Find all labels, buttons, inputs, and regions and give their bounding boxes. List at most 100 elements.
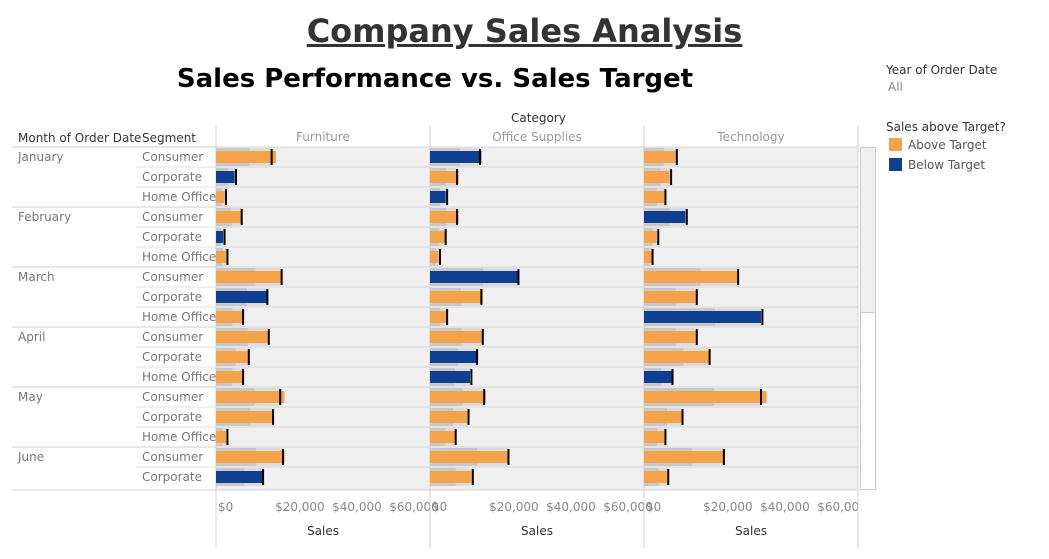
sales-bar [216,171,235,183]
sales-bar [644,371,673,383]
sales-bar [430,431,456,443]
sales-bar [430,251,439,263]
sales-bar [644,331,697,343]
segment-label: Home Office [142,250,216,264]
scrollbar-thumb[interactable] [861,148,875,313]
segment-label: Consumer [142,450,203,464]
sales-bar [216,371,244,383]
sales-bar [644,211,686,223]
legend-item-below-target[interactable]: Below Target [889,158,985,172]
month-label: April [18,330,45,344]
sales-bar [216,311,244,323]
x-tick-label: $60,000 [817,500,860,514]
panel-header-office-supplies[interactable]: Office Supplies [492,130,582,144]
sales-bar [430,151,482,163]
segment-label: Home Office [142,430,216,444]
segment-label: Corporate [142,230,202,244]
sales-bar [430,291,483,303]
month-label: January [17,150,64,164]
segment-label: Corporate [142,290,202,304]
segment-label: Corporate [142,470,202,484]
row-header-month[interactable]: Month of Order Date [18,131,142,145]
sales-bar [430,331,483,343]
sales-bar [216,231,224,243]
sales-bar [430,311,448,323]
sales-bar [644,351,710,363]
sales-bar [430,231,446,243]
x-tick-label: $20,000 [703,500,753,514]
month-label: May [18,390,43,404]
segment-label: Consumer [142,150,203,164]
sales-bar [216,331,269,343]
sales-bar [644,291,697,303]
vertical-scrollbar[interactable] [860,147,876,490]
sales-bar [216,391,285,403]
sales-bar [216,431,226,443]
sales-bar [644,431,664,443]
sales-bar [216,291,268,303]
x-tick-label: $40,000 [546,500,596,514]
sales-bar [430,211,459,223]
sales-bar [644,231,657,243]
sales-bar [644,411,683,423]
panel-header-technology[interactable]: Technology [717,130,785,144]
legend-title: Sales above Target? [886,120,1006,134]
x-axis-title-furniture: Sales [307,524,339,538]
x-tick-label: $40,000 [760,500,810,514]
month-label: June [17,450,44,464]
filter-value-dropdown[interactable]: All [888,80,903,94]
sales-bar [644,451,724,463]
month-label: March [18,270,55,284]
sales-bar [430,471,472,483]
segment-label: Consumer [142,390,203,404]
sales-bar [644,151,676,163]
legend-label-below: Below Target [908,158,986,172]
segment-label: Corporate [142,170,202,184]
segment-label: Home Office [142,310,216,324]
x-tick-label: $0 [218,500,233,514]
sales-bar [644,471,667,483]
x-tick-label: $60,000 [603,500,653,514]
segment-label: Consumer [142,210,203,224]
x-tick-label: $0 [646,500,661,514]
sales-bar [644,251,653,263]
sales-bar [644,391,767,403]
sales-bar [216,211,242,223]
sales-bar [430,391,486,403]
sales-bar [644,171,670,183]
row-header-segment[interactable]: Segment [142,131,196,145]
x-tick-label: $60,000 [389,500,439,514]
sales-bar [644,271,739,283]
filter-label: Year of Order Date [886,63,998,77]
panel-background [430,147,644,490]
segment-label: Home Office [142,370,216,384]
sales-bar [430,371,470,383]
x-axis-title-office-supplies: Sales [521,524,553,538]
sales-bar [644,311,761,323]
sales-bar [216,351,249,363]
dashboard-title: Company Sales Analysis [306,12,743,50]
x-tick-label: $40,000 [332,500,382,514]
month-label: February [18,210,71,224]
x-tick-label: $20,000 [275,500,325,514]
segment-label: Corporate [142,410,202,424]
sales-bar [216,451,285,463]
chart-title: Sales Performance vs. Sales Target [176,64,694,94]
sales-bar [430,171,459,183]
sales-bar [430,351,478,363]
sales-bar [216,191,225,203]
panel-header-furniture[interactable]: Furniture [296,130,350,144]
x-tick-label: $20,000 [489,500,539,514]
sales-bar [430,411,468,423]
panel-background [216,147,430,490]
sales-bar [216,471,264,483]
legend-item-above-target[interactable]: Above Target [889,138,987,152]
sales-bar [216,251,226,263]
legend-swatch-above [889,138,902,151]
segment-label: Home Office [142,190,216,204]
x-axis-title-technology: Sales [735,524,767,538]
sales-bar [216,411,274,423]
column-group-header: Category [511,111,566,125]
sales-bar [430,271,519,283]
segment-label: Corporate [142,350,202,364]
